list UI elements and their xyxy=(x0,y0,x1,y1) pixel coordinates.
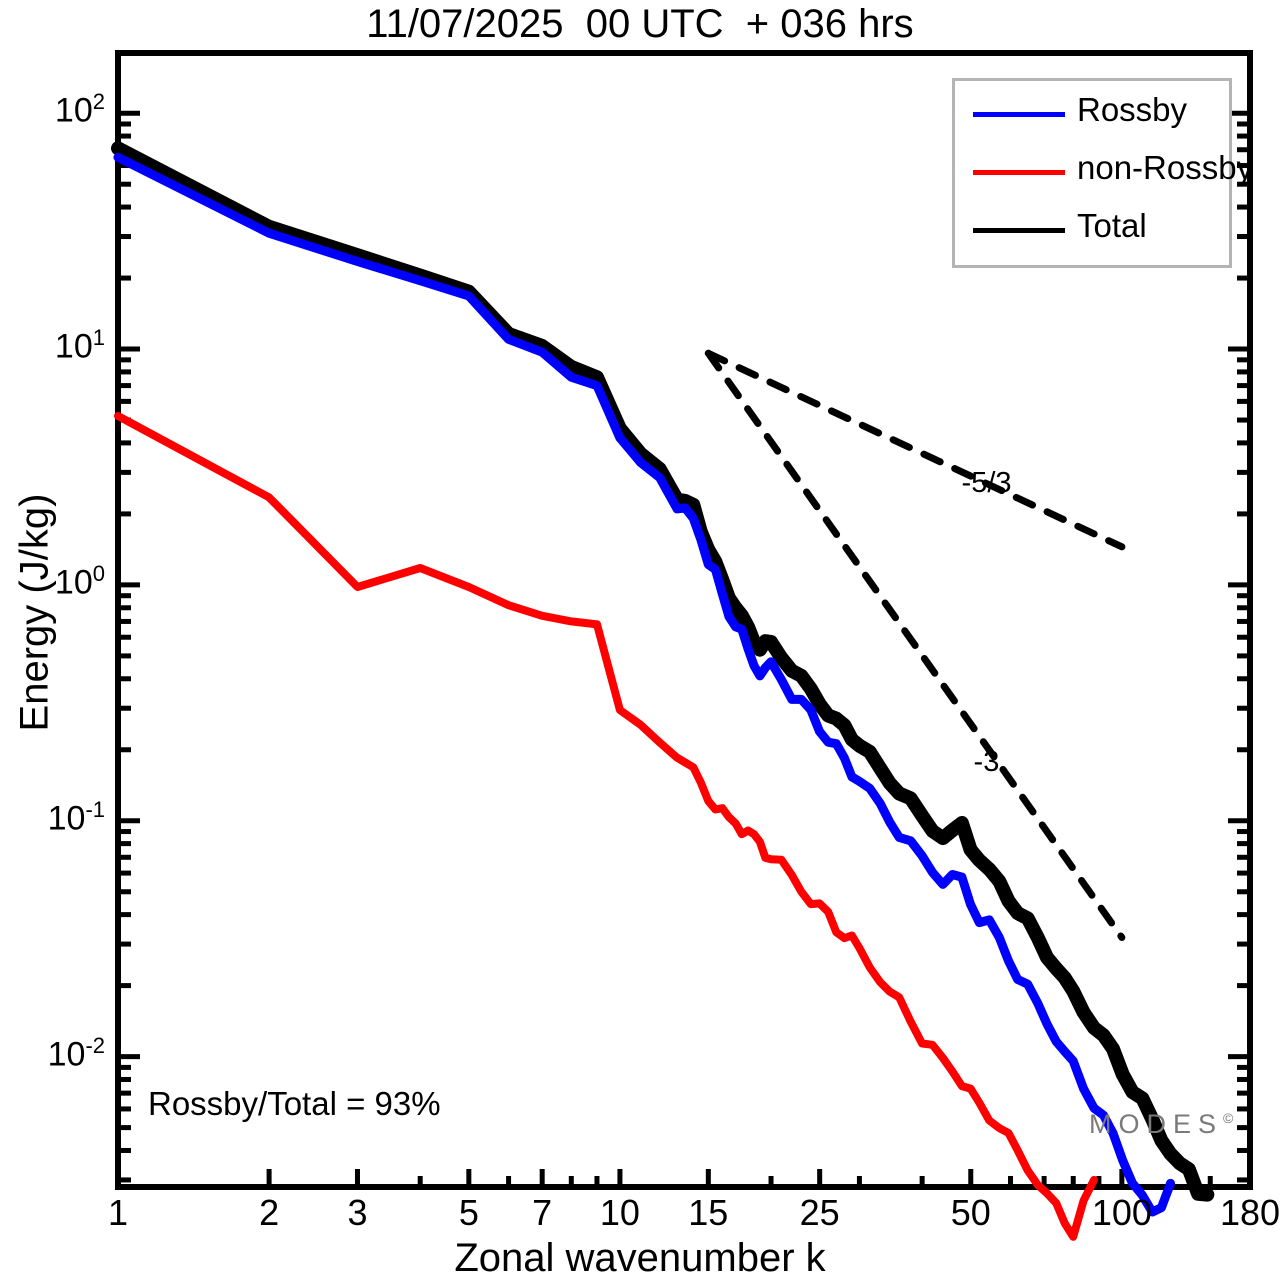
x-tick-label: 5 xyxy=(458,1192,479,1233)
legend-label: non-Rossby xyxy=(1077,149,1254,186)
legend-label: Total xyxy=(1077,207,1147,244)
axis-ticks xyxy=(115,110,1253,1187)
y-tick-label: 102 xyxy=(54,89,105,130)
x-tick-label: 180 xyxy=(1219,1192,1280,1233)
x-tick-label: 25 xyxy=(799,1192,840,1233)
x-tick-label: 100 xyxy=(1091,1192,1152,1233)
data-curves xyxy=(111,141,1215,1241)
legend-item-rossby[interactable]: Rossby xyxy=(955,89,1235,139)
legend-swatch-line xyxy=(973,170,1065,175)
curve-non-rossby xyxy=(114,412,1098,1241)
slope-3-label: -3 xyxy=(973,746,1000,779)
y-tick-label: 101 xyxy=(54,325,105,366)
legend-label: Rossby xyxy=(1077,91,1188,128)
x-tick-label: 3 xyxy=(347,1192,368,1233)
y-tick-label: 10-1 xyxy=(47,796,105,838)
copyright-icon: © xyxy=(1223,1110,1234,1126)
y-tick-label: 10-2 xyxy=(47,1032,105,1073)
x-tick-label: 2 xyxy=(259,1192,280,1233)
x-tick-label: 50 xyxy=(950,1192,991,1233)
slope-minus-five-thirds-line xyxy=(704,349,1126,551)
x-tick-label: 15 xyxy=(688,1192,729,1233)
reference-slope-lines xyxy=(704,349,1126,941)
slope-53-label: -5/3 xyxy=(961,467,1012,500)
curve-total xyxy=(111,141,1215,1202)
modes-watermark-text: MODES xyxy=(1089,1109,1224,1139)
x-tick-label: 7 xyxy=(532,1192,553,1233)
x-tick-label: 1 xyxy=(107,1192,129,1233)
modes-watermark: MODES© xyxy=(1089,1109,1233,1140)
legend-swatch-line xyxy=(973,228,1065,233)
x-axis-label: Zonal wavenumber k xyxy=(454,1236,826,1280)
legend-swatch-line xyxy=(973,112,1065,117)
page-title: 11/07/2025 00 UTC + 036 hrs xyxy=(366,2,914,46)
legend-item-total[interactable]: Total xyxy=(955,205,1235,255)
legend-item-non-rossby[interactable]: non-Rossby xyxy=(955,147,1253,197)
y-tick-label: 100 xyxy=(54,560,105,602)
curve-rossby xyxy=(113,152,1175,1217)
rossby-total-ratio-text: Rossby/Total = 93% xyxy=(148,1085,441,1122)
slope-minus-three-line xyxy=(704,349,1126,941)
legend: Rossby non-Rossby Total xyxy=(952,78,1253,268)
x-tick-label: 10 xyxy=(599,1192,640,1233)
